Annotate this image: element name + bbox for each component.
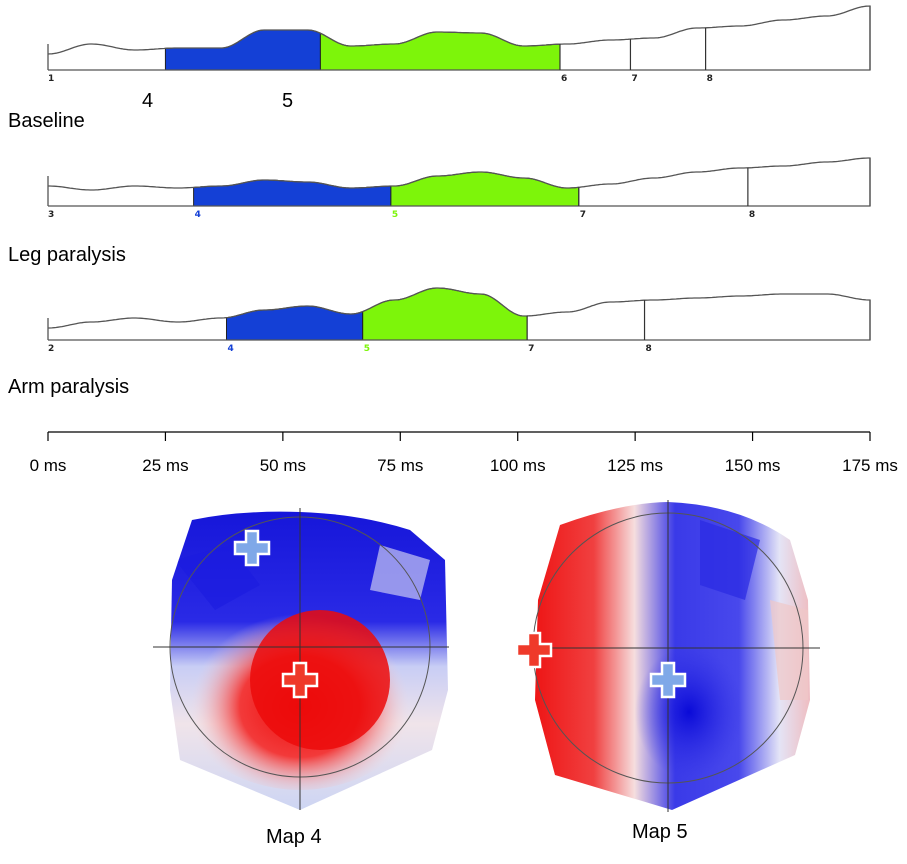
microstate-segment (319, 31, 561, 71)
axis-tick-label: 0 ms (29, 456, 67, 475)
axis-tick-label: 50 ms (259, 456, 306, 475)
time-axis (47, 431, 871, 441)
microstate-segment (193, 179, 392, 207)
axis-tick-label: 100 ms (489, 456, 546, 475)
row-start-label: 2 (48, 344, 54, 354)
map-4-caption: Map 4 (266, 826, 322, 848)
boundary-label: 7 (528, 344, 534, 354)
axis-tick-label: 25 ms (142, 456, 189, 475)
segment-start-label: 5 (364, 344, 370, 354)
topomap-4 (153, 508, 449, 810)
axis-tick-label: 75 ms (377, 456, 424, 475)
negative-pole-plus-icon (649, 661, 687, 699)
microstate-segment (390, 171, 580, 207)
boundary-label: 8 (749, 210, 755, 220)
positive-pole-plus-icon (515, 631, 553, 669)
negative-pole-plus-icon (233, 529, 271, 567)
microstate-sequence-rows: 6 7 8 1 7 8 3 4 5 7 8 2 4 5 (47, 5, 871, 354)
gfp-curve (47, 5, 871, 71)
map-5-caption: Map 5 (632, 821, 688, 843)
boundary-label: 6 (561, 74, 567, 84)
segment-start-label: 5 (392, 210, 398, 220)
axis-tick-label: 150 ms (724, 456, 781, 475)
boundary-label: 8 (646, 344, 652, 354)
segment-start-label: 4 (195, 210, 201, 220)
boundary-label: 8 (707, 74, 713, 84)
row-start-label: 1 (48, 74, 54, 84)
baseline-marker-4: 4 (142, 90, 154, 112)
boundary-label: 7 (580, 210, 586, 220)
segment-start-label: 4 (227, 344, 233, 354)
topomap-4-field (170, 511, 448, 810)
row-label-arm-paralysis: Arm paralysis (8, 376, 130, 398)
boundary-label: 7 (631, 74, 637, 84)
topomap-5 (515, 500, 820, 812)
microstate-segment (362, 287, 528, 341)
sequence-row: 7 8 3 4 5 (47, 157, 871, 220)
gfp-curve (48, 287, 871, 341)
row-start-label: 3 (48, 210, 54, 220)
gfp-curve (48, 157, 871, 207)
microstate-segment (225, 305, 364, 341)
sequence-row: 7 8 2 4 5 (47, 287, 871, 354)
baseline-marker-5: 5 (282, 90, 294, 112)
topomap-5-field (535, 502, 810, 810)
row-label-baseline: Baseline (8, 110, 85, 132)
axis-tick-label: 125 ms (607, 456, 664, 475)
axis-tick-label: 175 ms (842, 456, 898, 475)
sequence-row: 6 7 8 1 (47, 5, 871, 84)
positive-pole-plus-icon (281, 661, 319, 699)
row-label-leg-paralysis: Leg paralysis (8, 244, 126, 266)
microstate-segment (164, 29, 321, 71)
